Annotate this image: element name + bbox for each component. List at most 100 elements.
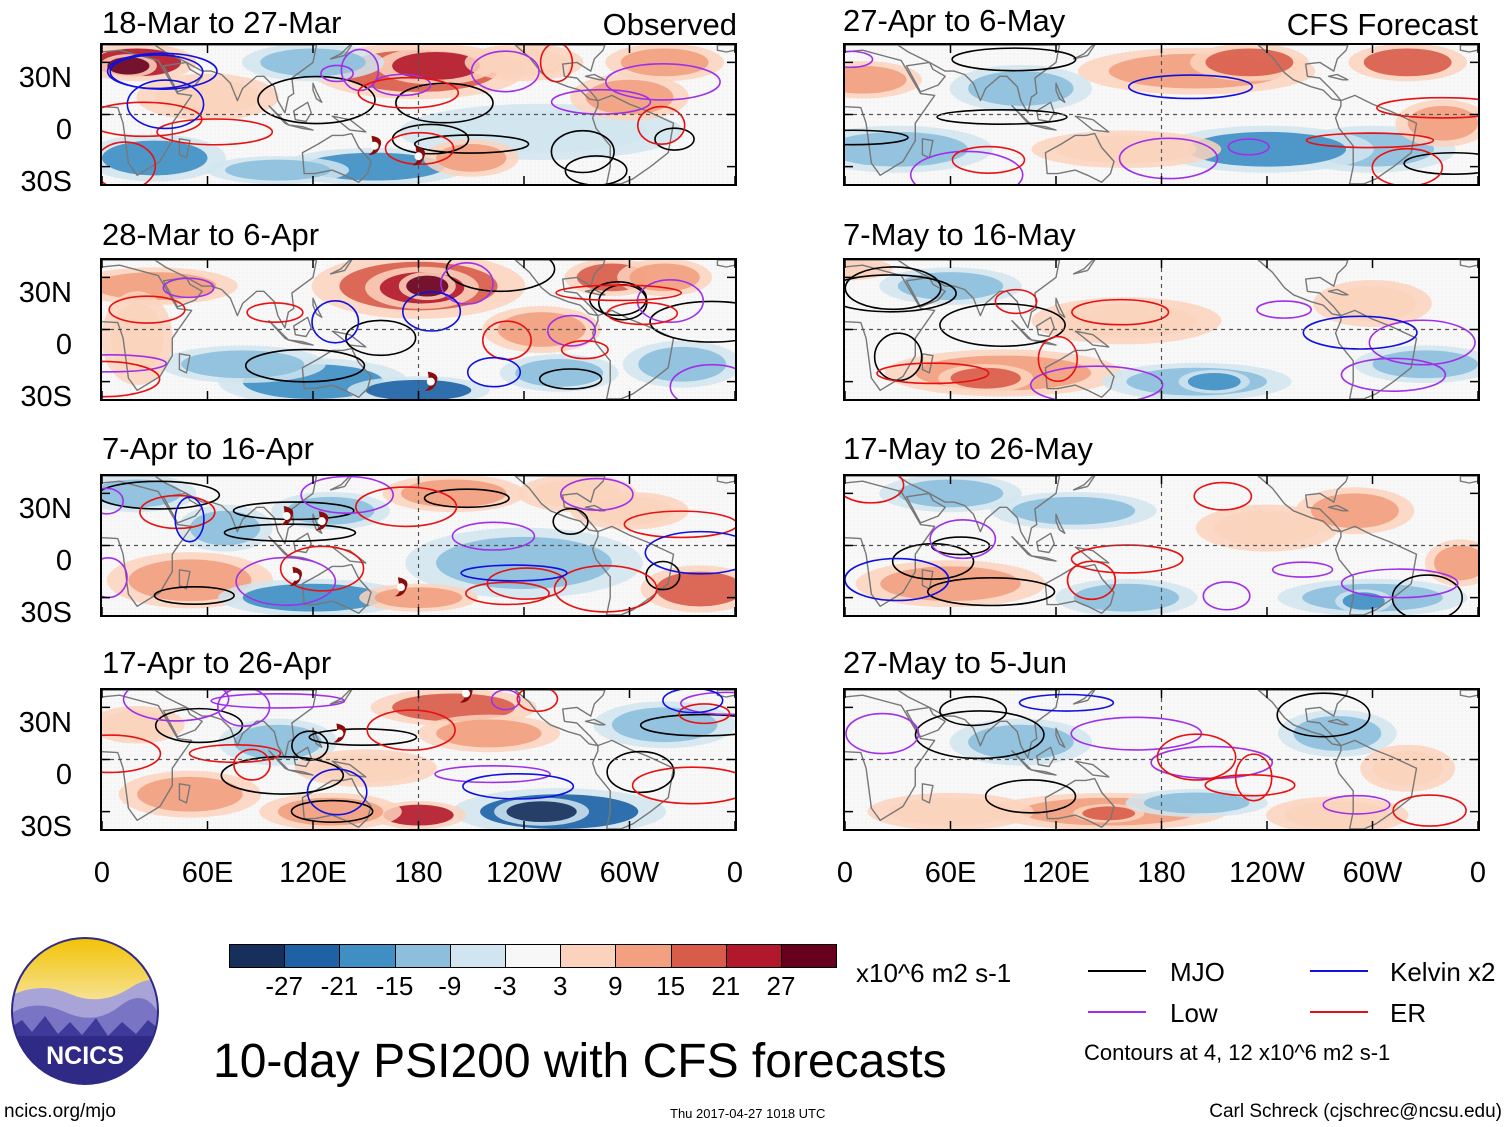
y-axis-label: 30S [20,166,72,198]
map-panel-8 [843,688,1480,831]
colorbar-tick-label: 3 [552,971,568,1001]
anomaly-shading [1056,135,1197,164]
figure-title: 10-day PSI200 with CFS forecasts [213,1035,947,1088]
coastline [329,260,353,275]
coastline [329,476,353,491]
colorbar-swatch [229,944,286,968]
contour-mjo [308,728,418,747]
contour-er [1376,96,1478,119]
contour-low [122,690,230,722]
coastline [584,718,606,726]
anomaly-shading [1082,806,1136,821]
contour-kelvin [306,768,368,816]
map-panel-6 [843,258,1480,401]
contour-low [300,476,394,514]
coastline [1055,513,1066,534]
coastline [329,45,353,60]
coastline [905,492,946,524]
footer-url[interactable]: ncics.org/mjo [4,1101,116,1122]
contour-mjo [552,507,589,535]
coastline [905,61,946,93]
contour-low [1322,794,1391,815]
contour-kelvin [1018,693,1115,712]
coastline [716,476,735,484]
anomaly-shading [154,79,261,115]
contour-er [102,734,162,774]
coastline [1055,297,1066,318]
colorbar-tick-label: -15 [375,971,414,1001]
panel-6-title: 7-May to 16-May [843,217,1076,252]
colorbar-swatch [560,944,617,968]
contour-er [555,284,683,302]
colorbar-tick-label: -21 [320,971,359,1001]
contour-er [553,564,658,613]
anomaly-shading [968,724,1074,760]
colorbar-swatch [781,944,838,968]
contour-mjo [936,108,1068,125]
coastline [845,690,1061,759]
coastline [584,73,606,81]
coastline [1035,316,1055,338]
anomaly-shading [497,312,586,347]
colorbar-tick-label: 27 [766,971,796,1001]
contour-low [1029,365,1164,399]
panel-3-title: 7-Apr to 16-Apr [102,431,314,466]
anomaly-shading [845,65,907,94]
coastline [1334,309,1418,399]
x-axis-label: 0 [1469,857,1487,889]
map-panel-3 [100,474,737,617]
anomaly-shading [968,71,1074,106]
contour-mjo [550,129,615,174]
coastline [1030,124,1057,131]
contour-er [102,101,203,138]
coastline [102,264,193,392]
contour-kelvin [466,356,522,388]
legend-line-er [1310,1011,1368,1013]
coastline [301,777,372,829]
contour-er [102,360,161,398]
contour-er [951,145,1026,175]
anomaly-shading [286,496,375,525]
legend-label-mjo: MJO [1170,957,1225,987]
anomaly-shading [1187,372,1241,391]
contour-mjo [1276,692,1371,738]
contour-mjo [290,799,374,823]
contour-er [1066,560,1117,601]
anomaly-shading [1205,48,1294,77]
contour-er [606,301,679,326]
coastline [1072,45,1096,60]
x-axis-label: 180 [394,857,443,889]
contour-low [1340,568,1459,599]
map-panel-4 [100,688,737,831]
contour-mjo [984,779,1077,814]
contour-er [1156,733,1237,781]
legend-line-mjo [1088,970,1146,972]
contour-mjo [445,260,556,293]
x-axis-label: 0 [836,857,854,889]
coastline [312,513,323,534]
contour-mjo [926,577,1056,607]
x-axis-label: 180 [1137,857,1186,889]
coastline [162,706,203,738]
coastline [1030,769,1057,776]
contour-low [1202,581,1251,611]
coastline [845,476,1061,545]
x-axis-label: 120W [486,857,562,889]
contour-mjo [153,586,235,606]
contour-kelvin [1302,315,1418,350]
ncics-logo: NCICS [11,937,159,1085]
panel-1-title: 18-Mar to 27-Mar [102,5,342,40]
y-axis-label: 0 [55,759,72,791]
cyclone-marker [280,505,294,526]
coastline [921,353,934,374]
anomaly-shading [506,801,577,823]
contour-low [372,73,432,97]
contours-note: Contours at 4, 12 x10^6 m2 s-1 [1084,1040,1391,1065]
coastline [591,525,675,615]
cyclone-marker [412,146,426,166]
coastline [102,260,318,329]
coastline [102,694,193,822]
coastline [1327,718,1349,726]
map-panel-2 [100,258,737,401]
x-axis-label: 60E [924,857,977,889]
